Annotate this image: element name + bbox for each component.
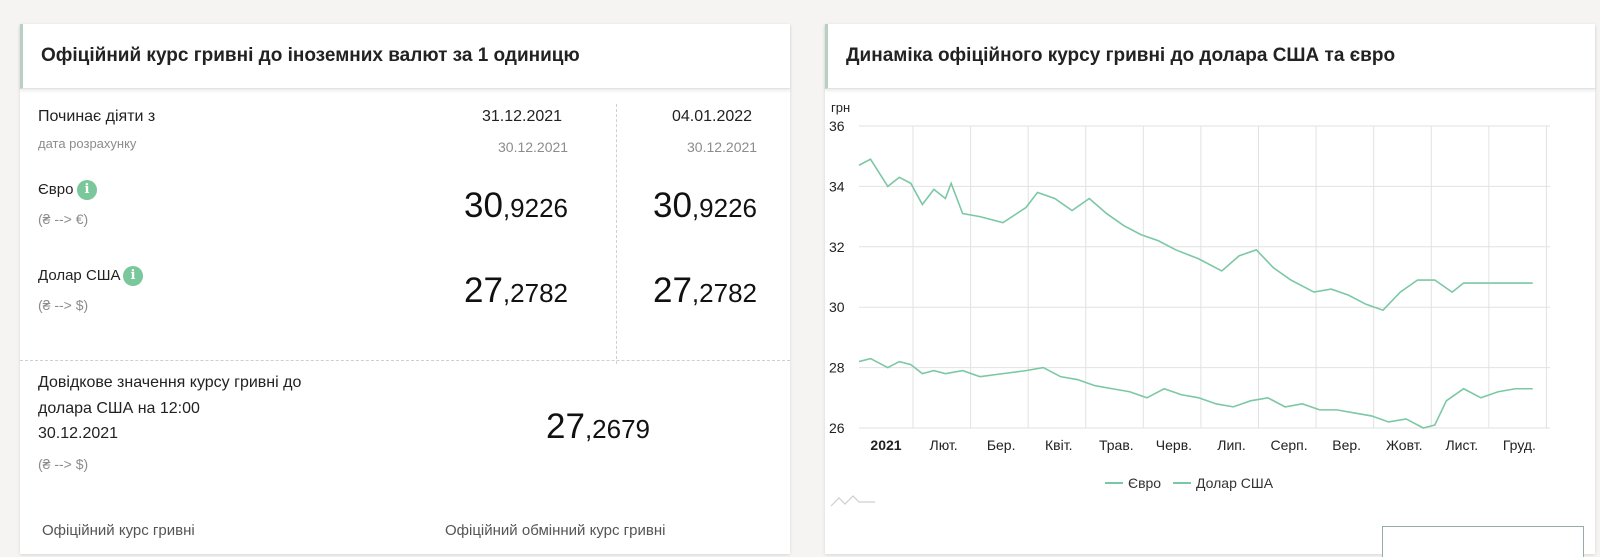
rate-euro-2: 30,9226: [653, 186, 757, 226]
reference-label-line1: Довідкове значення курсу гривні до: [38, 374, 302, 391]
calc-date-label: дата розрахунку: [38, 136, 137, 151]
rate-frac: ,9226: [502, 193, 568, 223]
chart-card-header: Динаміка офіційного курсу гривні до дола…: [825, 24, 1595, 89]
x-tick-label: Лип.: [1217, 437, 1245, 453]
reference-rate: 27,2679: [546, 407, 650, 447]
currency-direction-usd: (₴ --> $): [38, 297, 89, 313]
x-tick-label: Серп.: [1271, 437, 1308, 453]
y-tick-label: 36: [829, 118, 845, 134]
x-tick-label: Черв.: [1156, 437, 1192, 453]
info-icon[interactable]: i: [77, 180, 97, 200]
reference-label-line2: долара США на 12:00: [38, 400, 200, 417]
rate-frac: ,9226: [691, 193, 757, 223]
rates-card-header: Офіційний курс гривні до іноземних валют…: [20, 24, 790, 89]
rate-usd-1: 27,2782: [464, 271, 568, 311]
series-line-1: [858, 357, 1533, 429]
rate-dynamics-card: Динаміка офіційного курсу гривні до дола…: [825, 24, 1595, 557]
y-tick-label: 28: [829, 360, 845, 376]
rate-int: 30: [652, 186, 692, 225]
calc-date-1: 30.12.2021: [498, 139, 569, 155]
rate-frac: ,2782: [691, 278, 757, 308]
legend-label: Євро: [1128, 475, 1161, 491]
rate-frac: ,2782: [502, 278, 568, 308]
bottom-link-2[interactable]: Офіційний обмінний курс гривні: [445, 522, 666, 539]
rate-frac: ,2679: [584, 414, 651, 444]
x-tick-label: Трав.: [1099, 437, 1134, 453]
chart-period-selector[interactable]: [1382, 526, 1584, 557]
x-tick-label: Бер.: [987, 437, 1016, 453]
official-rates-card: Офіційний курс гривні до іноземних валют…: [20, 24, 790, 554]
rate-usd-2: 27,2782: [653, 271, 757, 311]
rate-dynamics-chart: грн 26 28 30 32 34 36 2021 Лют. Бер. Квіт. Трав. Чер…: [829, 100, 1550, 507]
x-tick-label: Жовт.: [1386, 437, 1422, 453]
series-line-0: [858, 158, 1533, 312]
rate-euro-1: 30,9226: [464, 186, 568, 226]
column-divider: [616, 104, 617, 364]
reference-date: 30.12.2021: [38, 425, 119, 442]
y-tick-label: 34: [829, 178, 845, 194]
reference-direction: (₴ --> $): [38, 456, 89, 472]
y-axis-label: грн: [831, 100, 850, 115]
currency-name-euro: Євро: [38, 181, 74, 198]
x-tick-label: Груд.: [1503, 437, 1536, 453]
currency-name-usd: Долар США: [38, 267, 121, 284]
bottom-link-1[interactable]: Офіційний курс гривні: [42, 522, 195, 539]
rate-int: 27: [546, 407, 585, 446]
chart-card-title: Динаміка офіційного курсу гривні до дола…: [846, 45, 1396, 66]
x-tick-label: 2021: [870, 437, 901, 453]
legend-label: Долар США: [1196, 475, 1274, 491]
effective-label: Починає діяти з: [38, 108, 156, 125]
rate-int: 30: [463, 186, 503, 225]
y-tick-label: 32: [829, 239, 845, 255]
rate-int: 27: [652, 271, 692, 310]
calc-date-2: 30.12.2021: [687, 139, 758, 155]
section-divider: [20, 360, 790, 361]
currency-direction-euro: (₴ --> €): [38, 211, 89, 227]
effective-date-2: 04.01.2022: [672, 108, 753, 125]
navigator-icon: [830, 495, 875, 507]
x-tick-label: Лют.: [930, 437, 958, 453]
x-tick-label: Квіт.: [1045, 437, 1072, 453]
y-tick-label: 30: [829, 299, 845, 315]
x-tick-label: Вер.: [1332, 437, 1361, 453]
x-tick-label: Лист.: [1445, 437, 1478, 453]
rate-int: 27: [463, 271, 503, 310]
info-icon[interactable]: i: [123, 266, 143, 286]
y-tick-label: 26: [829, 420, 845, 436]
rates-card-title: Офіційний курс гривні до іноземних валют…: [41, 45, 580, 66]
effective-date-1: 31.12.2021: [482, 108, 563, 125]
